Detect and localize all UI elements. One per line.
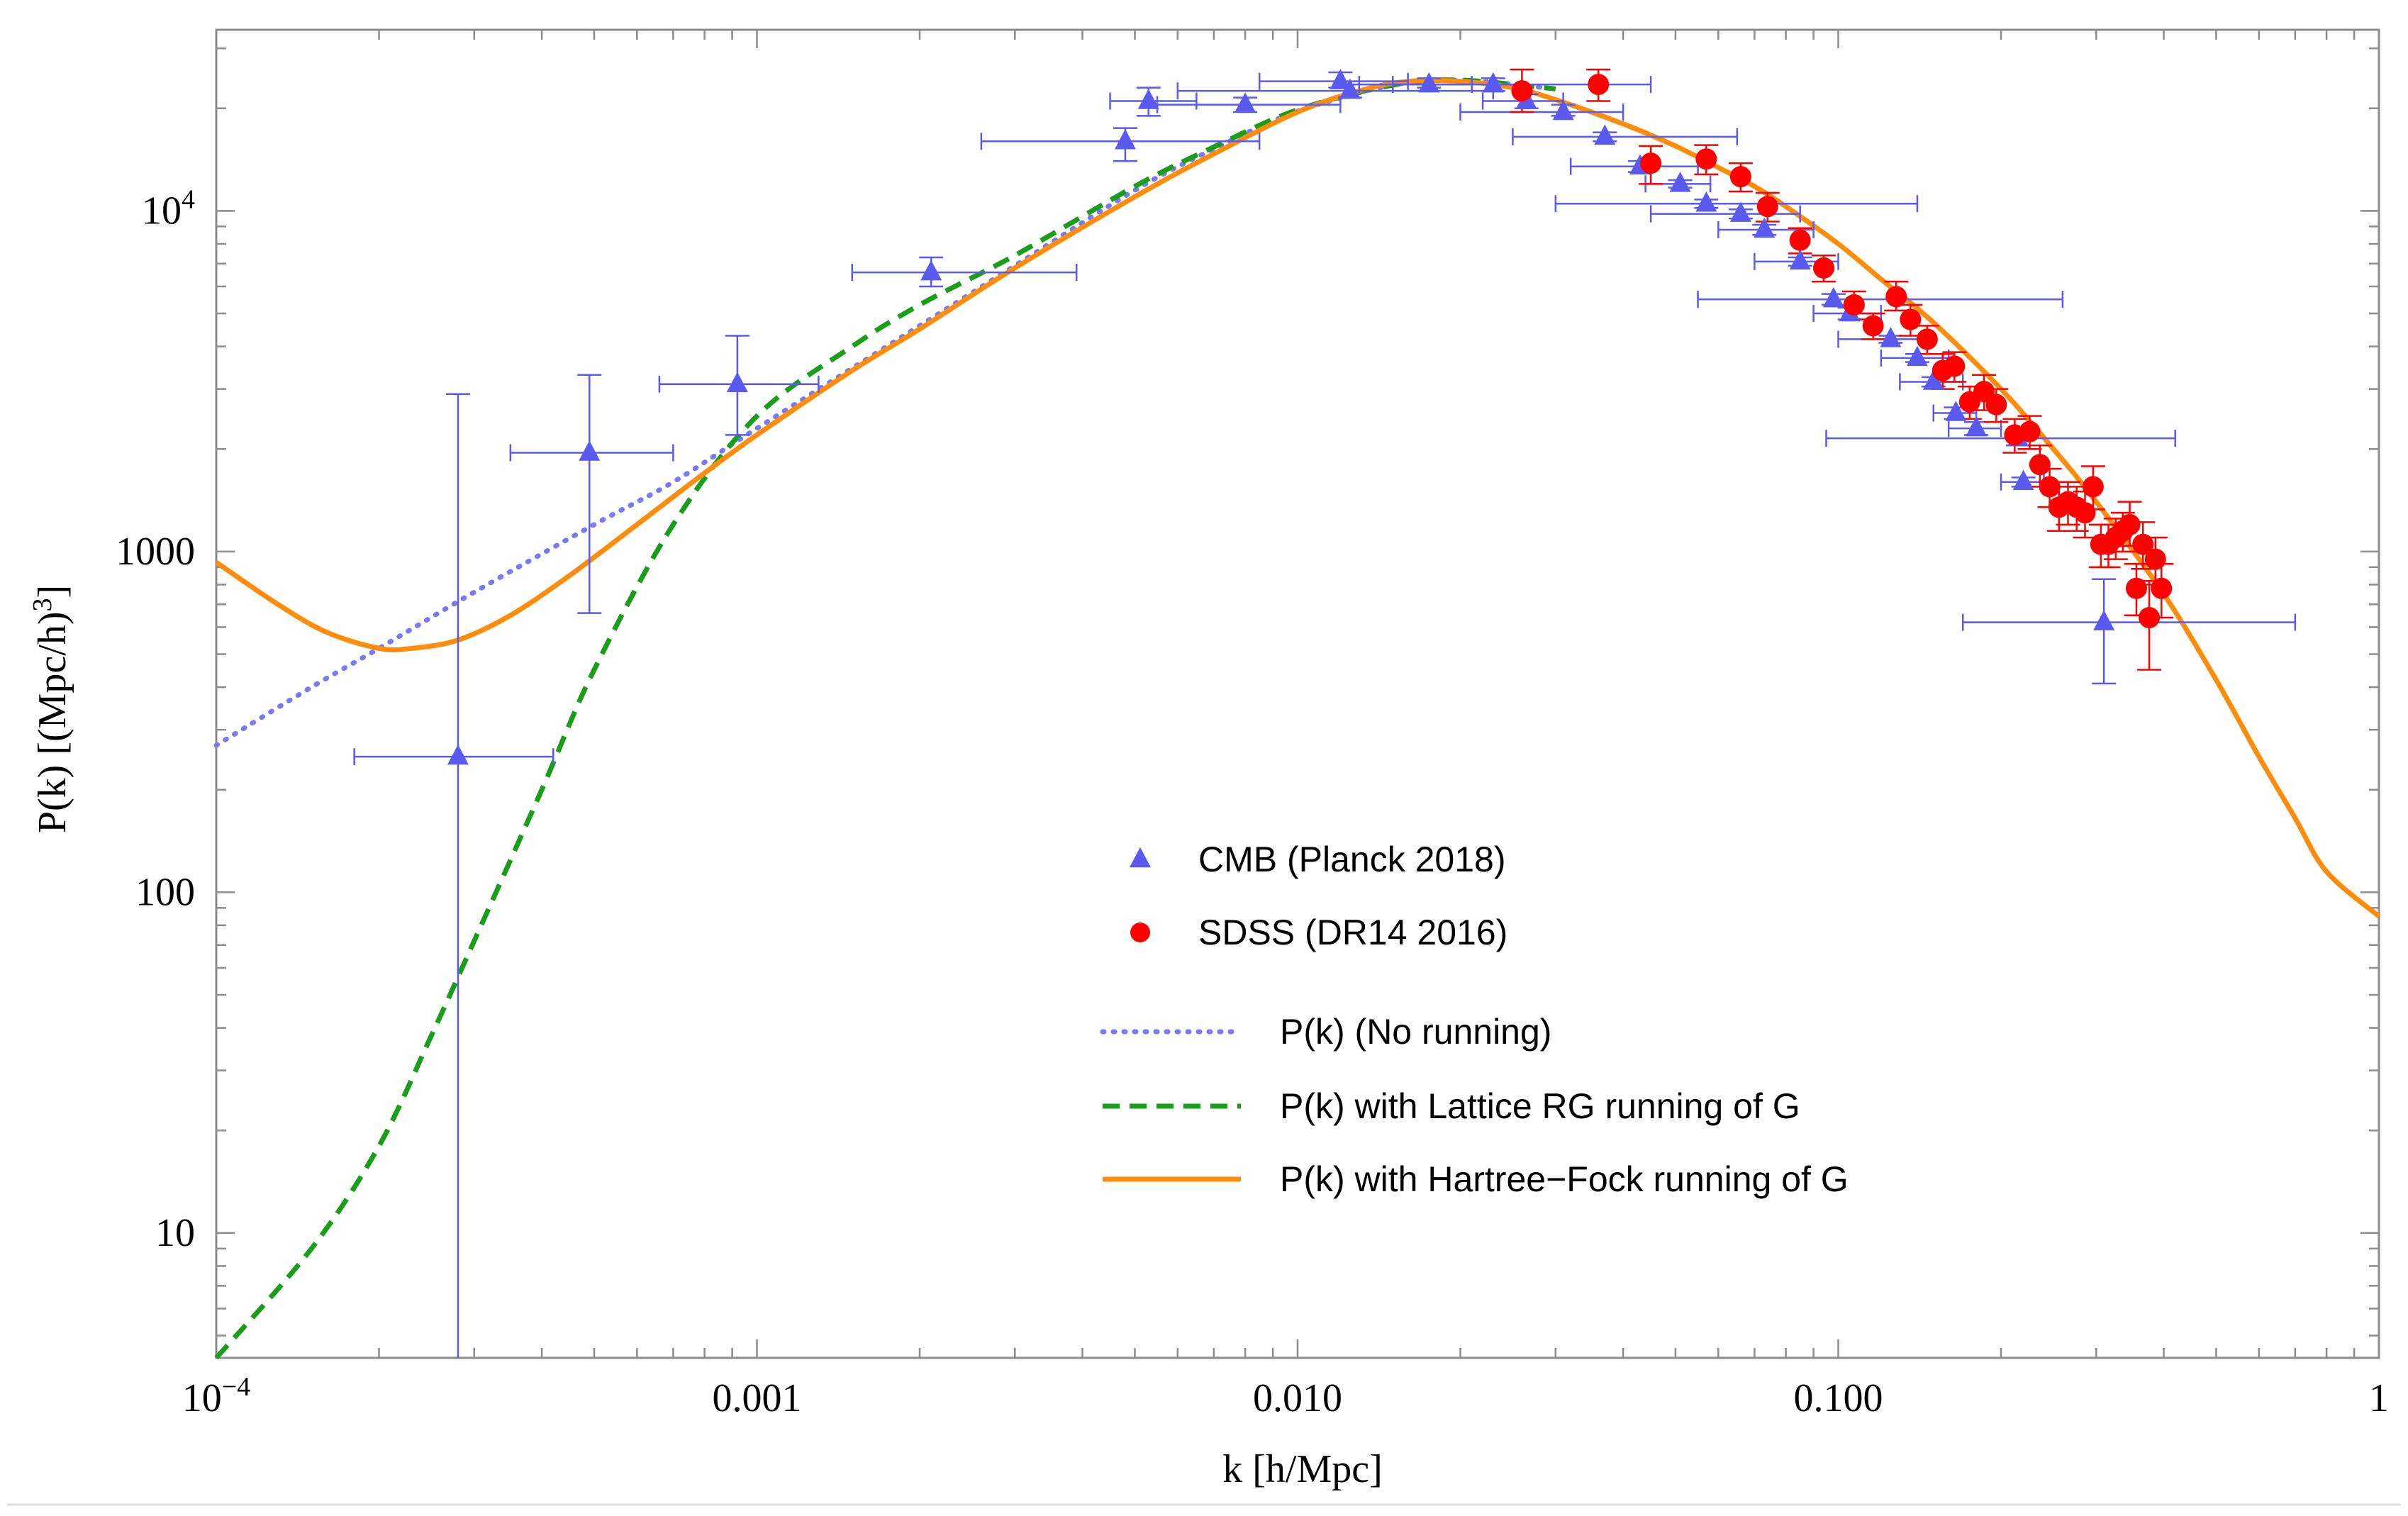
sdss-data-point xyxy=(2039,476,2061,498)
tick-labels: 10−4 0.001 0.010 0.100 1 10 100 1000 104 xyxy=(116,184,2389,1420)
cmb-data-point xyxy=(1418,72,1440,93)
y-axis-title: P(k) [(Mpc/h)3] xyxy=(28,585,74,833)
cmb-data-point xyxy=(1137,89,1159,109)
cmb-data-point xyxy=(447,744,469,765)
sdss-data-point xyxy=(1900,308,1922,330)
cmb-data-point xyxy=(1922,369,1944,390)
sdss-data-point xyxy=(2132,533,2154,555)
sdss-data-point xyxy=(2151,577,2173,599)
sdss-data-point xyxy=(1756,196,1778,218)
x-tick-label: 0.001 xyxy=(713,1376,802,1420)
sdss-data-point xyxy=(1789,229,1811,251)
cmb-data-point xyxy=(1669,172,1691,192)
cmb-data-point xyxy=(2012,469,2034,491)
sdss-data-point xyxy=(2082,476,2104,498)
legend-entry: P(k) (No running) xyxy=(1100,1012,1551,1052)
model-curves xyxy=(213,77,2381,1360)
cmb-data-point xyxy=(1754,217,1776,238)
sdss-data-point xyxy=(2019,420,2041,442)
sdss-data-point xyxy=(1944,355,1966,377)
x-axis-title: k [h/Mpc] xyxy=(1222,1447,1383,1491)
cmb-data-point xyxy=(1114,129,1136,150)
legend-no-running-curve-label: P(k) (No running) xyxy=(1280,1012,1551,1052)
sdss-data-point xyxy=(1511,80,1533,102)
cmb-data-point xyxy=(1789,249,1811,270)
tick-marks xyxy=(215,30,2380,1358)
cmb-data-point xyxy=(1695,191,1717,212)
cmb-data-point xyxy=(1594,124,1616,145)
hartree-fock-curve xyxy=(215,77,2381,918)
sdss-data-point xyxy=(2119,513,2141,535)
sdss-data-point xyxy=(1862,315,1884,337)
x-tick-label: 10−4 xyxy=(182,1372,250,1420)
cmb-data-point xyxy=(726,372,748,393)
y-tick-label: 10 xyxy=(155,1211,195,1255)
sdss-data-point xyxy=(1916,328,1938,350)
sdss-data-point xyxy=(2125,577,2147,599)
cmb-data-point xyxy=(1966,416,1988,437)
cmb-data-point xyxy=(1330,69,1351,89)
cmb-data-point xyxy=(1906,345,1928,367)
cmb-data-point xyxy=(579,440,601,461)
sdss-data-point xyxy=(1843,294,1865,316)
cmb-data-point xyxy=(1945,401,1967,421)
no-running-curve xyxy=(213,77,1559,748)
cmb-data-point xyxy=(2093,610,2115,630)
sdss-data-point xyxy=(1813,257,1835,279)
cmb-data-point xyxy=(920,260,942,281)
y-tick-label: 100 xyxy=(135,870,195,914)
sdss-data-point xyxy=(2139,607,2161,629)
sdss-data-point xyxy=(1588,74,1610,96)
legend-hartree-fock-curve-label: P(k) with Hartree−Fock running of G xyxy=(1280,1159,1849,1199)
x-tick-label: 0.010 xyxy=(1253,1376,1342,1420)
legend-entry: CMB (Planck 2018) xyxy=(1130,840,1506,879)
plot-area xyxy=(213,68,2381,1360)
cmb-data-point xyxy=(1729,201,1751,222)
cmb-data-point xyxy=(1482,72,1504,93)
legend-entry: P(k) with Hartree−Fock running of G xyxy=(1103,1159,1849,1199)
legend-lattice-rg-curve-label: P(k) with Lattice RG running of G xyxy=(1280,1086,1800,1126)
sdss-data-point xyxy=(2144,548,2166,570)
legend-cmb-label: CMB (Planck 2018) xyxy=(1198,840,1506,879)
legend-sdss-marker xyxy=(1130,923,1150,942)
x-tick-label: 0.100 xyxy=(1794,1376,1883,1420)
sdss-data-point xyxy=(1640,152,1662,174)
cmb-data-point xyxy=(1234,92,1256,113)
sdss-data-point xyxy=(2074,502,2096,524)
sdss-data-point xyxy=(1729,166,1751,188)
legend-entry: P(k) with Lattice RG running of G xyxy=(1103,1086,1800,1126)
cmb-data-point xyxy=(1552,99,1574,121)
legend-sdss-label: SDSS (DR14 2016) xyxy=(1198,913,1507,952)
legend-cmb-marker xyxy=(1130,847,1151,868)
sdss-data-point xyxy=(2029,454,2051,476)
sdss-data-point xyxy=(1695,148,1717,170)
sdss-error-bars xyxy=(1510,68,2174,671)
sdss-data-point xyxy=(1885,286,1907,308)
cmb-points xyxy=(447,69,2115,765)
y-tick-label: 1000 xyxy=(116,530,195,574)
cmb-data-point xyxy=(1822,286,1844,308)
legend-entry: SDSS (DR14 2016) xyxy=(1130,913,1507,952)
sdss-points xyxy=(1511,74,2173,629)
x-tick-label: 1 xyxy=(2369,1376,2389,1420)
y-tick-label: 104 xyxy=(142,184,195,233)
cmb-data-point xyxy=(1339,78,1361,99)
cmb-data-point xyxy=(1880,327,1902,347)
legend: CMB (Planck 2018) SDSS (DR14 2016) P(k) (N… xyxy=(1100,840,1849,1199)
sdss-data-point xyxy=(1985,394,2007,416)
lattice-rg-curve xyxy=(214,77,1556,1360)
